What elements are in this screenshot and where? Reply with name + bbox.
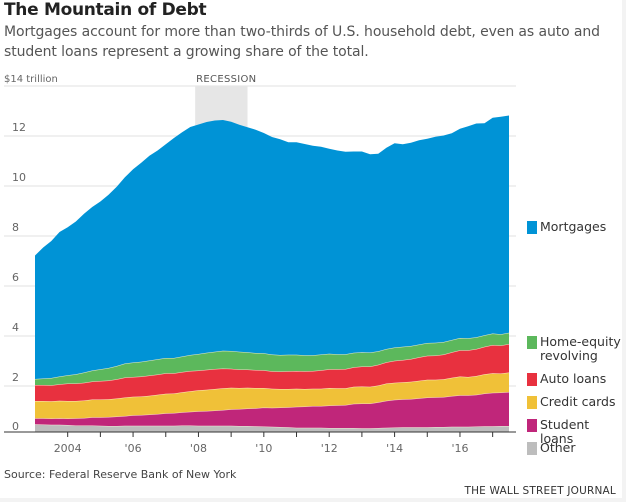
- legend-label: Mortgages: [540, 219, 607, 234]
- legend-label: Credit cards: [540, 394, 616, 409]
- y-tick-label: 8: [12, 221, 19, 234]
- legend-swatch: [527, 419, 537, 432]
- legend-item-mortgages: Mortgages: [527, 220, 624, 234]
- legend-label: Auto loans: [540, 371, 607, 386]
- axes: [4, 431, 516, 437]
- x-tick-label: '12: [321, 442, 338, 455]
- y-tick-label: 4: [12, 321, 19, 334]
- y-tick-label: 6: [12, 271, 19, 284]
- legend-label: Other: [540, 440, 576, 455]
- y-unit-label: $14 trillion: [4, 74, 58, 85]
- legend-label: Student loans: [540, 417, 590, 446]
- y-tick-label: 10: [12, 171, 26, 184]
- area-student-loans: [35, 392, 509, 429]
- publisher-credit: THE WALL STREET JOURNAL: [464, 485, 616, 497]
- area-mortgages: [35, 115, 509, 379]
- x-tick-label: '14: [386, 442, 403, 455]
- legend-item-credit-cards: Credit cards: [527, 395, 624, 409]
- chart-subtitle: Mortgages account for more than two-thir…: [4, 24, 600, 60]
- legend-swatch: [527, 336, 537, 349]
- chart-title: The Mountain of Debt: [4, 0, 207, 20]
- y-tick-label: 12: [12, 121, 26, 134]
- area-auto-loans: [35, 344, 509, 402]
- x-tick-label: '16: [451, 442, 468, 455]
- y-tick-label: 0: [12, 420, 19, 433]
- y-tick-label: 2: [12, 371, 19, 384]
- x-tick-label: '08: [190, 442, 207, 455]
- x-tick-label: '10: [255, 442, 272, 455]
- recession-label: RECESSION: [196, 74, 256, 85]
- area-layers: [34, 115, 510, 432]
- area-home-equity-revolving: [35, 332, 509, 386]
- source-note: Source: Federal Reserve Bank of New York: [4, 468, 237, 481]
- x-tick-label: '06: [125, 442, 142, 455]
- x-tick-label: 2004: [54, 442, 82, 455]
- legend-item-home-equity-revolving: Home-equity revolving: [527, 335, 624, 363]
- area-credit-cards: [35, 372, 509, 419]
- legend-item-student-loans: Student loans: [527, 418, 624, 446]
- axis-labels: RECESSION 2004 '06 '08 '10 '12 '14 '16 0 2 4 6 8 10 12…: [4, 74, 468, 455]
- legend-swatch: [527, 221, 537, 234]
- legend-item-other: Other: [527, 441, 624, 455]
- legend-swatch: [527, 373, 537, 386]
- legend-swatch: [527, 396, 537, 409]
- legend-label: Home-equity revolving: [540, 334, 621, 363]
- legend-swatch: [527, 442, 537, 455]
- legend-item-auto-loans: Auto loans: [527, 372, 624, 386]
